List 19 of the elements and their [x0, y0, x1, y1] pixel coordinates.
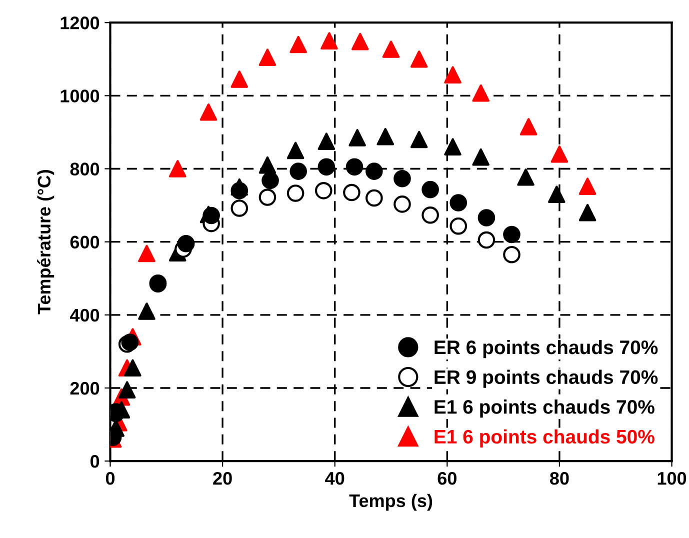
- x-tick-label: 20: [213, 472, 232, 485]
- legend-label: ER 6 points chauds 70%: [434, 340, 658, 358]
- y-tick-label: 1200: [60, 16, 100, 30]
- x-tick-label: 100: [658, 472, 686, 485]
- x-axis-title: Temps (s): [349, 494, 432, 511]
- x-tick-label: 60: [438, 472, 456, 485]
- y-tick-label: 1000: [60, 90, 100, 102]
- y-axis-title: Température (°C): [37, 170, 54, 314]
- x-tick-label: 80: [550, 472, 569, 485]
- y-tick-label: 200: [70, 382, 100, 395]
- x-tick-label: 0: [106, 472, 115, 485]
- y-tick-label: 800: [70, 162, 100, 176]
- legend-label: E1 6 points chauds 70%: [434, 400, 654, 418]
- legend-label: E1 6 points chauds 50%: [434, 429, 654, 448]
- y-tick-label: 600: [70, 236, 100, 249]
- y-tick-label: 400: [70, 308, 100, 322]
- y-tick-label: 0: [90, 455, 100, 468]
- x-tick-label: 40: [325, 472, 344, 485]
- legend-label: ER 9 points chauds 70%: [434, 370, 658, 388]
